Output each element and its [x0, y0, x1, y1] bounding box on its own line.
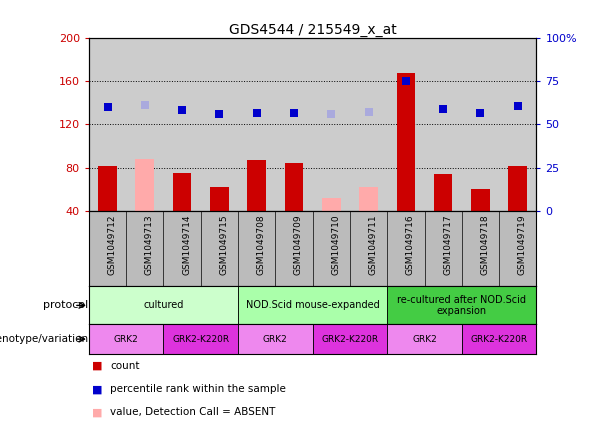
Text: ■: ■ [92, 384, 102, 394]
Text: GRK2: GRK2 [263, 335, 287, 343]
Bar [508, 165, 527, 211]
Bar [89, 286, 238, 324]
Text: protocol: protocol [43, 300, 88, 310]
Bar [135, 159, 154, 211]
Bar [238, 324, 313, 354]
Text: GSM1049710: GSM1049710 [331, 214, 340, 275]
Bar [471, 189, 490, 211]
Text: GSM1049716: GSM1049716 [406, 214, 415, 275]
Text: GRK2-K220R: GRK2-K220R [321, 335, 378, 343]
Bar [210, 187, 229, 211]
Text: GSM1049709: GSM1049709 [294, 214, 303, 275]
Bar [387, 286, 536, 324]
Bar [387, 324, 462, 354]
Bar [434, 174, 452, 211]
Text: GRK2-K220R: GRK2-K220R [172, 335, 229, 343]
Bar [462, 324, 536, 354]
Text: percentile rank within the sample: percentile rank within the sample [110, 384, 286, 394]
Bar [322, 198, 341, 211]
Text: GSM1049713: GSM1049713 [145, 214, 154, 275]
Bar [313, 324, 387, 354]
Text: GRK2-K220R: GRK2-K220R [471, 335, 528, 343]
Text: GSM1049719: GSM1049719 [518, 214, 527, 275]
Bar [359, 187, 378, 211]
Bar [164, 324, 238, 354]
Text: GSM1049718: GSM1049718 [481, 214, 489, 275]
Title: GDS4544 / 215549_x_at: GDS4544 / 215549_x_at [229, 23, 397, 37]
Bar [89, 324, 164, 354]
Text: ■: ■ [92, 361, 102, 371]
Text: re-cultured after NOD.Scid
expansion: re-cultured after NOD.Scid expansion [397, 294, 527, 316]
Text: count: count [110, 361, 140, 371]
Text: genotype/variation: genotype/variation [0, 334, 88, 344]
Text: ■: ■ [92, 407, 102, 418]
Bar [173, 173, 191, 211]
Text: GSM1049711: GSM1049711 [368, 214, 378, 275]
Text: GRK2: GRK2 [412, 335, 437, 343]
Bar [397, 73, 415, 211]
Bar [98, 165, 117, 211]
Text: NOD.Scid mouse-expanded: NOD.Scid mouse-expanded [246, 300, 379, 310]
Text: GSM1049717: GSM1049717 [443, 214, 452, 275]
Text: value, Detection Call = ABSENT: value, Detection Call = ABSENT [110, 407, 276, 418]
Bar [284, 163, 303, 211]
Text: GSM1049715: GSM1049715 [219, 214, 229, 275]
Text: GSM1049712: GSM1049712 [107, 214, 116, 275]
Text: cultured: cultured [143, 300, 184, 310]
Text: GSM1049708: GSM1049708 [257, 214, 265, 275]
Text: GRK2: GRK2 [114, 335, 139, 343]
Text: GSM1049714: GSM1049714 [182, 214, 191, 275]
Bar [248, 160, 266, 211]
Bar [238, 286, 387, 324]
